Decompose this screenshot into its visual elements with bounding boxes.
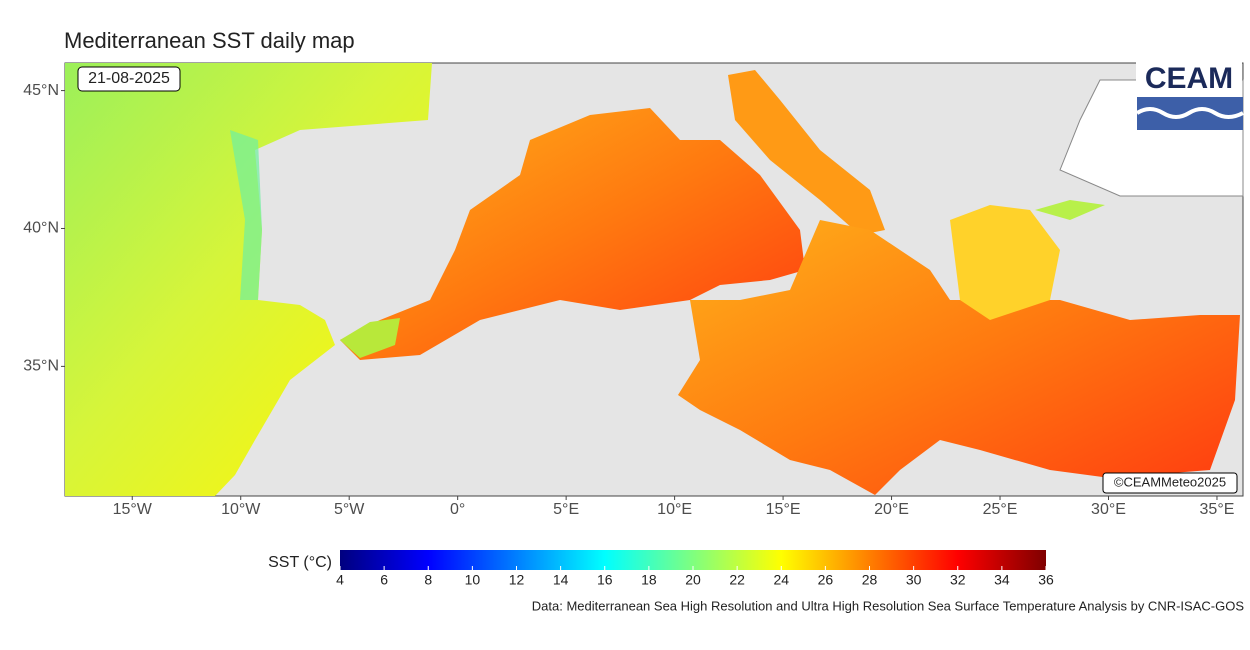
colorbar-tick-label: 22 <box>729 572 745 588</box>
x-tick-label: 35°E <box>1200 501 1235 518</box>
colorbar-tick-label: 24 <box>773 572 789 588</box>
x-tick-label: 0° <box>450 501 465 518</box>
x-tick-label: 5°W <box>334 501 365 518</box>
eastern-med <box>678 220 1240 495</box>
colorbar-tick-label: 20 <box>685 572 701 588</box>
western-med <box>340 108 805 360</box>
copyright: ©CEAMMeteo2025 <box>1114 474 1226 489</box>
x-tick-label: 15°E <box>766 501 801 518</box>
colorbar-tick-label: 30 <box>906 572 922 588</box>
adriatic <box>728 70 885 235</box>
colorbar-tick-label: 8 <box>424 572 432 588</box>
colorbar-tick-label: 16 <box>597 572 613 588</box>
y-tick-label: 45°N <box>23 82 59 99</box>
copyright-box <box>1102 472 1238 494</box>
x-tick-label: 5°E <box>553 501 579 518</box>
colorbar-tick-label: 26 <box>818 572 834 588</box>
x-tick-label: 15°W <box>113 501 153 518</box>
colorbar-tick-label: 4 <box>336 572 344 588</box>
date-label: 21-08-2025 <box>88 70 170 87</box>
atlantic-coast-cyan <box>230 130 262 300</box>
title: Mediterranean SST daily map <box>64 28 355 53</box>
date-box <box>77 66 181 92</box>
colorbar-tick-label: 10 <box>465 572 481 588</box>
x-tick-label: 10°W <box>221 501 261 518</box>
x-tick-label: 10°E <box>657 501 692 518</box>
colorbar-tick-label: 12 <box>509 572 525 588</box>
colorbar-tick-label: 14 <box>553 572 569 588</box>
colorbar <box>340 550 1046 570</box>
logo-wave <box>1135 107 1244 119</box>
x-tick-label: 30°E <box>1091 501 1126 518</box>
colorbar-label: SST (°C) <box>268 554 332 571</box>
colorbar-tick-label: 18 <box>641 572 657 588</box>
alboran <box>340 318 400 358</box>
colorbar-tick-label: 6 <box>380 572 388 588</box>
source: Data: Mediterranean Sea High Resolution … <box>532 598 1245 613</box>
y-tick-label: 35°N <box>23 358 59 375</box>
logo: CEAM <box>1145 62 1233 95</box>
colorbar-tick-label: 32 <box>950 572 966 588</box>
colorbar-tick-label: 28 <box>862 572 878 588</box>
black-sea-inlet <box>1035 200 1105 220</box>
x-tick-label: 25°E <box>983 501 1018 518</box>
y-tick-label: 40°N <box>23 220 59 237</box>
aegean <box>950 205 1060 320</box>
x-tick-label: 20°E <box>874 501 909 518</box>
colorbar-tick-label: 34 <box>994 572 1010 588</box>
colorbar-tick-label: 36 <box>1038 572 1054 588</box>
